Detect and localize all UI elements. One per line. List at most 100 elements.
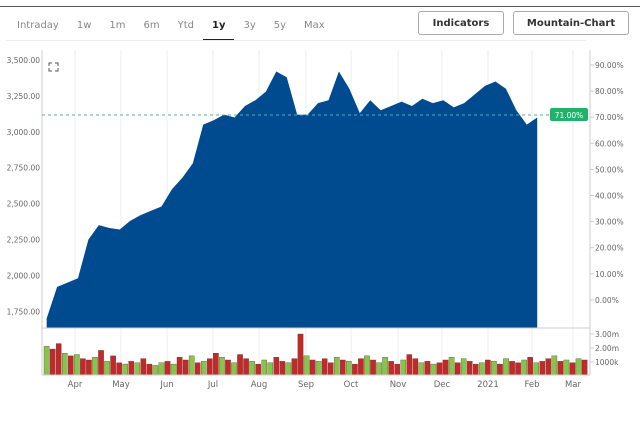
x-tick-label: Sep: [298, 380, 314, 390]
x-tick-label: Dec: [434, 380, 451, 390]
volume-bar: [358, 358, 364, 376]
volume-bar: [352, 363, 358, 376]
volume-bar: [430, 363, 437, 376]
expand-icon: [48, 62, 59, 72]
volume-bar: [43, 346, 50, 376]
volume-bar: [418, 362, 425, 376]
volume-bar: [527, 357, 533, 376]
x-tick-label: Aug: [251, 380, 268, 390]
volume-bar: [243, 358, 249, 376]
x-tick-label: Nov: [390, 380, 407, 390]
volume-bar: [327, 362, 334, 376]
volume-bar: [225, 359, 231, 376]
volume-bar: [116, 362, 122, 376]
volume-bar: [249, 361, 255, 376]
volume-bar: [194, 362, 201, 376]
volume-bar: [466, 361, 473, 376]
y2-tick-label: 50.00%: [595, 165, 624, 174]
volume-bar: [110, 355, 116, 376]
volume-bar: [152, 365, 159, 376]
volume-bar: [400, 359, 407, 376]
volume-bar: [140, 358, 147, 376]
volume-bar: [98, 350, 104, 376]
volume-bar: [146, 363, 153, 376]
volume-bar: [285, 362, 292, 376]
x-tick-label: Jun: [159, 380, 173, 390]
volume-bar: [219, 357, 225, 376]
volume-bar: [485, 359, 491, 376]
volume-bar: [231, 362, 237, 376]
volume-bar: [497, 363, 503, 376]
y-tick-label: 3,000.00: [7, 128, 41, 137]
y2-tick-label: 0.00%: [595, 296, 619, 305]
volume-bar: [273, 357, 280, 376]
tab-ytd[interactable]: Ytd: [177, 20, 194, 31]
y-tick-label: 2,000.00: [7, 271, 41, 280]
volume-bar: [545, 358, 552, 376]
tab-max[interactable]: Max: [304, 20, 325, 31]
header-divider: [6, 40, 586, 41]
y2-tick-label: 70.00%: [595, 113, 624, 122]
indicators-button[interactable]: Indicators: [418, 11, 504, 35]
volume-bar: [539, 361, 546, 376]
x-tick-label: May: [112, 380, 130, 390]
volume-bar: [128, 361, 135, 376]
volume-bar: [255, 363, 261, 376]
y2-tick-label: 80.00%: [595, 87, 624, 96]
y2-tick-label: 30.00%: [595, 218, 624, 227]
volume-bar: [479, 362, 485, 376]
y2-tick-label: 40.00%: [595, 192, 624, 201]
volume-bar: [370, 359, 376, 376]
volume-bar: [201, 361, 207, 376]
volume-bar: [424, 361, 431, 376]
y2-tick-label: 20.00%: [595, 244, 624, 253]
volume-bar: [261, 359, 267, 376]
volume-bar: [80, 358, 86, 376]
volume-tick-label: 1000k: [595, 358, 619, 367]
volume-bar: [473, 363, 479, 376]
tab-intraday[interactable]: Intraday: [17, 20, 59, 31]
volume-bar: [491, 361, 497, 376]
y-tick-label: 3,250.00: [7, 92, 41, 101]
volume-bar: [569, 362, 576, 376]
y-tick-label: 2,250.00: [7, 236, 41, 245]
change-badge-label: 71.00%: [555, 111, 584, 120]
volume-bar: [346, 361, 352, 376]
volume-bar: [122, 363, 128, 376]
volume-bar: [436, 362, 443, 376]
volume-bar: [164, 361, 171, 376]
volume-bar: [406, 354, 413, 376]
tab-5y[interactable]: 5y: [273, 20, 287, 31]
volume-bar: [158, 362, 165, 376]
volume-bar: [134, 362, 141, 376]
volume-bar: [460, 358, 467, 376]
tab-1m[interactable]: 1m: [109, 20, 126, 31]
y-tick-label: 1,750.00: [7, 307, 41, 316]
chart-type-button[interactable]: Mountain-Chart: [513, 11, 629, 35]
volume-bar: [176, 357, 183, 376]
volume-bar: [68, 355, 74, 376]
tab-3y[interactable]: 3y: [243, 20, 256, 31]
volume-bar: [207, 358, 213, 376]
tab-1w[interactable]: 1w: [76, 20, 92, 31]
volume-bar: [92, 357, 98, 376]
volume-bar: [364, 355, 370, 376]
volume-bar: [188, 355, 195, 376]
volume-bar: [503, 358, 509, 376]
x-tick-label: Jul: [207, 380, 218, 390]
volume-bar: [309, 359, 316, 376]
volume-bar: [55, 343, 62, 376]
volume-bar: [104, 361, 110, 376]
volume-bar: [291, 358, 298, 376]
volume-bar: [448, 357, 455, 376]
volume-bar: [581, 359, 588, 376]
volume-tick-label: 2.00m: [595, 344, 619, 353]
volume-bar: [340, 359, 346, 376]
volume-bar: [321, 358, 328, 376]
tab-6m[interactable]: 6m: [143, 20, 160, 31]
x-tick-label: Mar: [565, 380, 582, 390]
volume-bar: [303, 355, 310, 376]
volume-bar: [182, 359, 189, 376]
volume-bar: [509, 361, 515, 376]
